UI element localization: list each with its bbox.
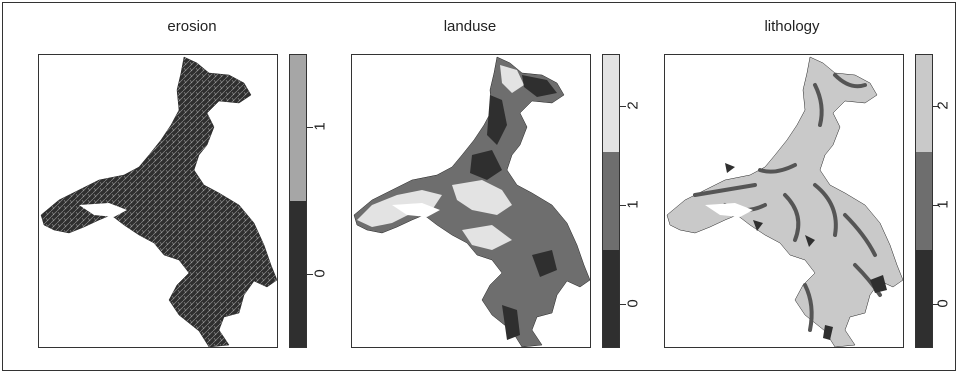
legend-swatch-1 xyxy=(290,55,306,201)
legend-swatch-2 xyxy=(603,55,619,153)
map-erosion xyxy=(38,54,278,348)
legend-swatch-1 xyxy=(916,152,932,250)
legend-label-1: 1 xyxy=(311,122,329,131)
legend-swatch-1 xyxy=(603,152,619,250)
legend-swatch-0 xyxy=(290,201,306,347)
map-lithology-shape xyxy=(666,56,903,347)
panel-title-landuse: landuse xyxy=(443,18,497,35)
legend-tick xyxy=(933,304,939,305)
map-lithology xyxy=(664,54,904,348)
legend-tick xyxy=(620,106,626,107)
legend-tick xyxy=(933,106,939,107)
legend-erosion xyxy=(289,54,307,348)
legend-swatch-0 xyxy=(603,249,619,347)
legend-swatch-0 xyxy=(916,249,932,347)
legend-swatch-2 xyxy=(916,55,932,153)
legend-label-0: 0 xyxy=(311,269,329,278)
legend-lithology xyxy=(915,54,933,348)
legend-label-0: 0 xyxy=(624,299,642,308)
panel-title-erosion: erosion xyxy=(167,18,217,35)
map-landuse-shape xyxy=(353,56,590,347)
legend-landuse xyxy=(602,54,620,348)
legend-label-1: 1 xyxy=(934,200,952,209)
region-shape xyxy=(40,56,277,347)
map-erosion-shape xyxy=(40,56,277,347)
legend-label-0: 0 xyxy=(934,299,952,308)
region-shape xyxy=(666,56,903,347)
panel-title-lithology: lithology xyxy=(764,18,820,35)
legend-label-1: 1 xyxy=(624,200,642,209)
legend-tick xyxy=(933,205,939,206)
legend-tick xyxy=(620,304,626,305)
legend-label-2: 2 xyxy=(624,101,642,110)
legend-tick xyxy=(307,274,313,275)
map-landuse xyxy=(351,54,591,348)
legend-label-2: 2 xyxy=(934,101,952,110)
legend-tick xyxy=(307,127,313,128)
legend-tick xyxy=(620,205,626,206)
